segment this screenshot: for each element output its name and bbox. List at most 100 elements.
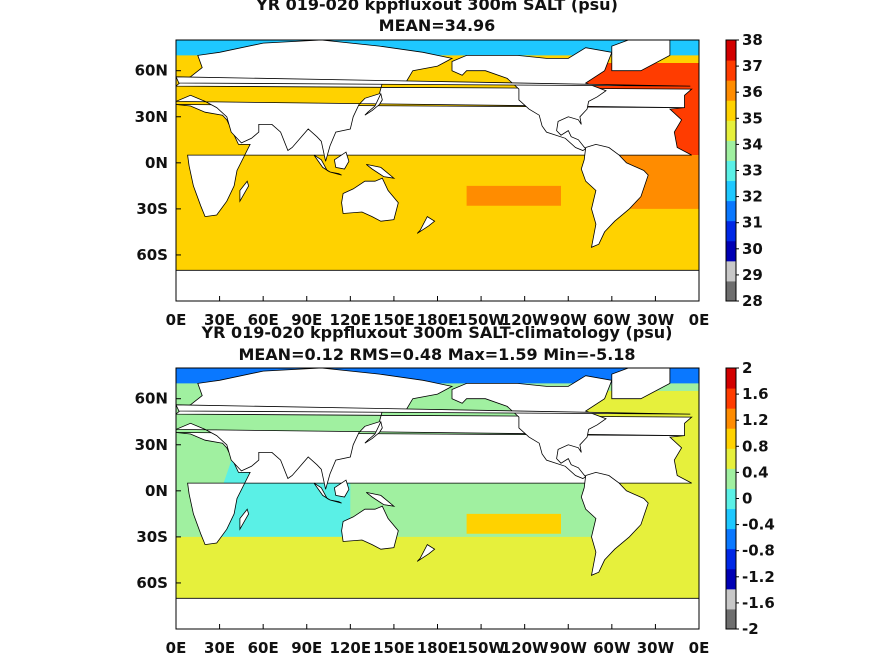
landmass-12: [416, 216, 436, 234]
x-tick-label: 30E: [204, 311, 235, 329]
colorbar-swatch: [726, 408, 736, 429]
colorbar-tick-label: 33: [742, 162, 763, 180]
x-tick-label: 60W: [593, 639, 631, 656]
colorbar-tick-label: 29: [742, 266, 763, 284]
landmass-10: [333, 151, 350, 170]
x-tick-label: 150E: [373, 639, 415, 656]
y-tick-label: 60N: [135, 62, 168, 80]
colorbar-swatch: [726, 220, 736, 242]
colorbar-swatch: [726, 428, 736, 449]
colorbar-tick-label: -0.4: [742, 516, 775, 534]
x-tick-label: 90E: [291, 639, 322, 656]
landmass-9: [329, 171, 342, 176]
colorbar-tick-label: 31: [742, 214, 763, 232]
colorbar-swatch: [726, 508, 736, 530]
land-mask: [176, 40, 699, 301]
y-tick-label: 30N: [135, 436, 168, 454]
x-tick-label: 180E: [417, 311, 459, 329]
colorbar-swatch: [726, 548, 736, 570]
landmass-5: [611, 368, 671, 400]
x-tick-label: 120E: [330, 639, 372, 656]
colorbar-swatch: [726, 240, 736, 262]
landmass-1: [176, 40, 693, 162]
landmass-3: [451, 375, 613, 479]
panel-subtitle: MEAN=0.12 RMS=0.48 Max=1.59 Min=-5.18: [238, 345, 635, 364]
landmass-10: [333, 479, 350, 498]
x-tick-label: 90E: [291, 311, 322, 329]
colorbar-tick-label: 28: [742, 292, 763, 310]
y-tick-label: 30N: [135, 108, 168, 126]
colorbar-tick-label: 0.8: [742, 437, 769, 455]
y-tick-label: 60S: [136, 574, 168, 592]
salinity-panel: YR 019-020 kppfluxout 300m SALT (psu) ME…: [135, 0, 763, 329]
x-tick-label: 120E: [330, 311, 372, 329]
colorbar-tick-label: 0.4: [742, 463, 769, 481]
colorbar-tick-label: 30: [742, 240, 763, 258]
region-south-pacific-subtropics: [466, 513, 561, 534]
landmass-4: [580, 471, 649, 576]
landmass-13: [239, 180, 250, 203]
colorbar-swatch: [726, 140, 736, 161]
colorbar-tick-label: -1.6: [742, 594, 775, 612]
x-tick-label: 180E: [417, 639, 459, 656]
landmass-5: [611, 40, 671, 72]
x-tick-label: 60E: [248, 639, 279, 656]
x-tick-label: 30E: [204, 639, 235, 656]
colorbar-tick-label: -0.8: [742, 542, 775, 560]
y-tick-label: 0N: [145, 482, 168, 500]
y-axis-ticks: 60N 30N 0N 30S 60S: [135, 62, 181, 264]
colorbar-swatch: [726, 448, 736, 469]
colorbar-swatch: [726, 608, 736, 630]
colorbar-tick-label: 2: [742, 359, 752, 377]
colorbar-swatch: [726, 80, 736, 101]
colorbar-swatch: [726, 588, 736, 610]
landmass-7: [364, 420, 383, 444]
landmass-14: [176, 404, 691, 415]
colorbar-swatch: [726, 568, 736, 590]
landmass-8: [313, 482, 331, 501]
colorbar-swatch: [726, 468, 736, 489]
x-tick-label: 30W: [637, 311, 675, 329]
landmass-2: [341, 177, 399, 222]
landmass-2: [341, 505, 399, 550]
colorbar-tick-label: 37: [742, 57, 763, 75]
y-tick-label: 30S: [136, 200, 168, 218]
x-tick-label: 90W: [550, 639, 588, 656]
y-tick-label: 0N: [145, 154, 168, 172]
colorbar: 2 1.6 1.2 0.8 0.4 0 -0.4 -0.8 -1.2 -1.6 -2: [725, 359, 775, 638]
landmass-13: [239, 508, 250, 531]
colorbar-swatch: [726, 160, 736, 182]
panel-title: YR 019-020 kppfluxout 300m SALT (psu): [255, 0, 618, 14]
colorbar-tick-label: -1.2: [742, 568, 775, 586]
y-axis-ticks: 60N 30N 0N 30S 60S: [135, 390, 181, 592]
x-tick-label: 0E: [689, 311, 710, 329]
x-tick-label: 60E: [248, 311, 279, 329]
x-tick-label: 120W: [501, 311, 549, 329]
panel-title: YR 019-020 kppfluxout 300m SALT-climatol…: [201, 323, 673, 342]
landmass-11: [366, 492, 396, 507]
landmass-1: [176, 368, 693, 490]
anomaly-panel: YR 019-020 kppfluxout 300m SALT-climatol…: [135, 323, 775, 656]
landmass-8: [313, 154, 331, 173]
colorbar-tick-label: 38: [742, 31, 763, 49]
colorbar-swatch: [726, 368, 736, 389]
y-tick-label: 60N: [135, 390, 168, 408]
colorbar-tick-label: 1.6: [742, 385, 769, 403]
colorbar-swatch: [726, 60, 736, 81]
anomaly-field: [176, 368, 699, 629]
colorbar-swatch: [726, 100, 736, 121]
colorbar-swatch: [726, 200, 736, 222]
colorbar-tick-label: 0: [742, 490, 752, 508]
land-mask: [176, 368, 699, 629]
region-southern-ocean: [176, 208, 699, 278]
colorbar-swatch: [726, 180, 736, 202]
region-southern-ocean: [176, 536, 699, 606]
landmass-11: [366, 164, 396, 179]
landmass-4: [580, 143, 649, 248]
colorbar-tick-label: 34: [742, 135, 763, 153]
colorbar-tick-label: 36: [742, 83, 763, 101]
colorbar: 38 37 36 35 34 33 32 31 30 29 28: [725, 31, 763, 310]
x-tick-label: 0E: [166, 311, 187, 329]
